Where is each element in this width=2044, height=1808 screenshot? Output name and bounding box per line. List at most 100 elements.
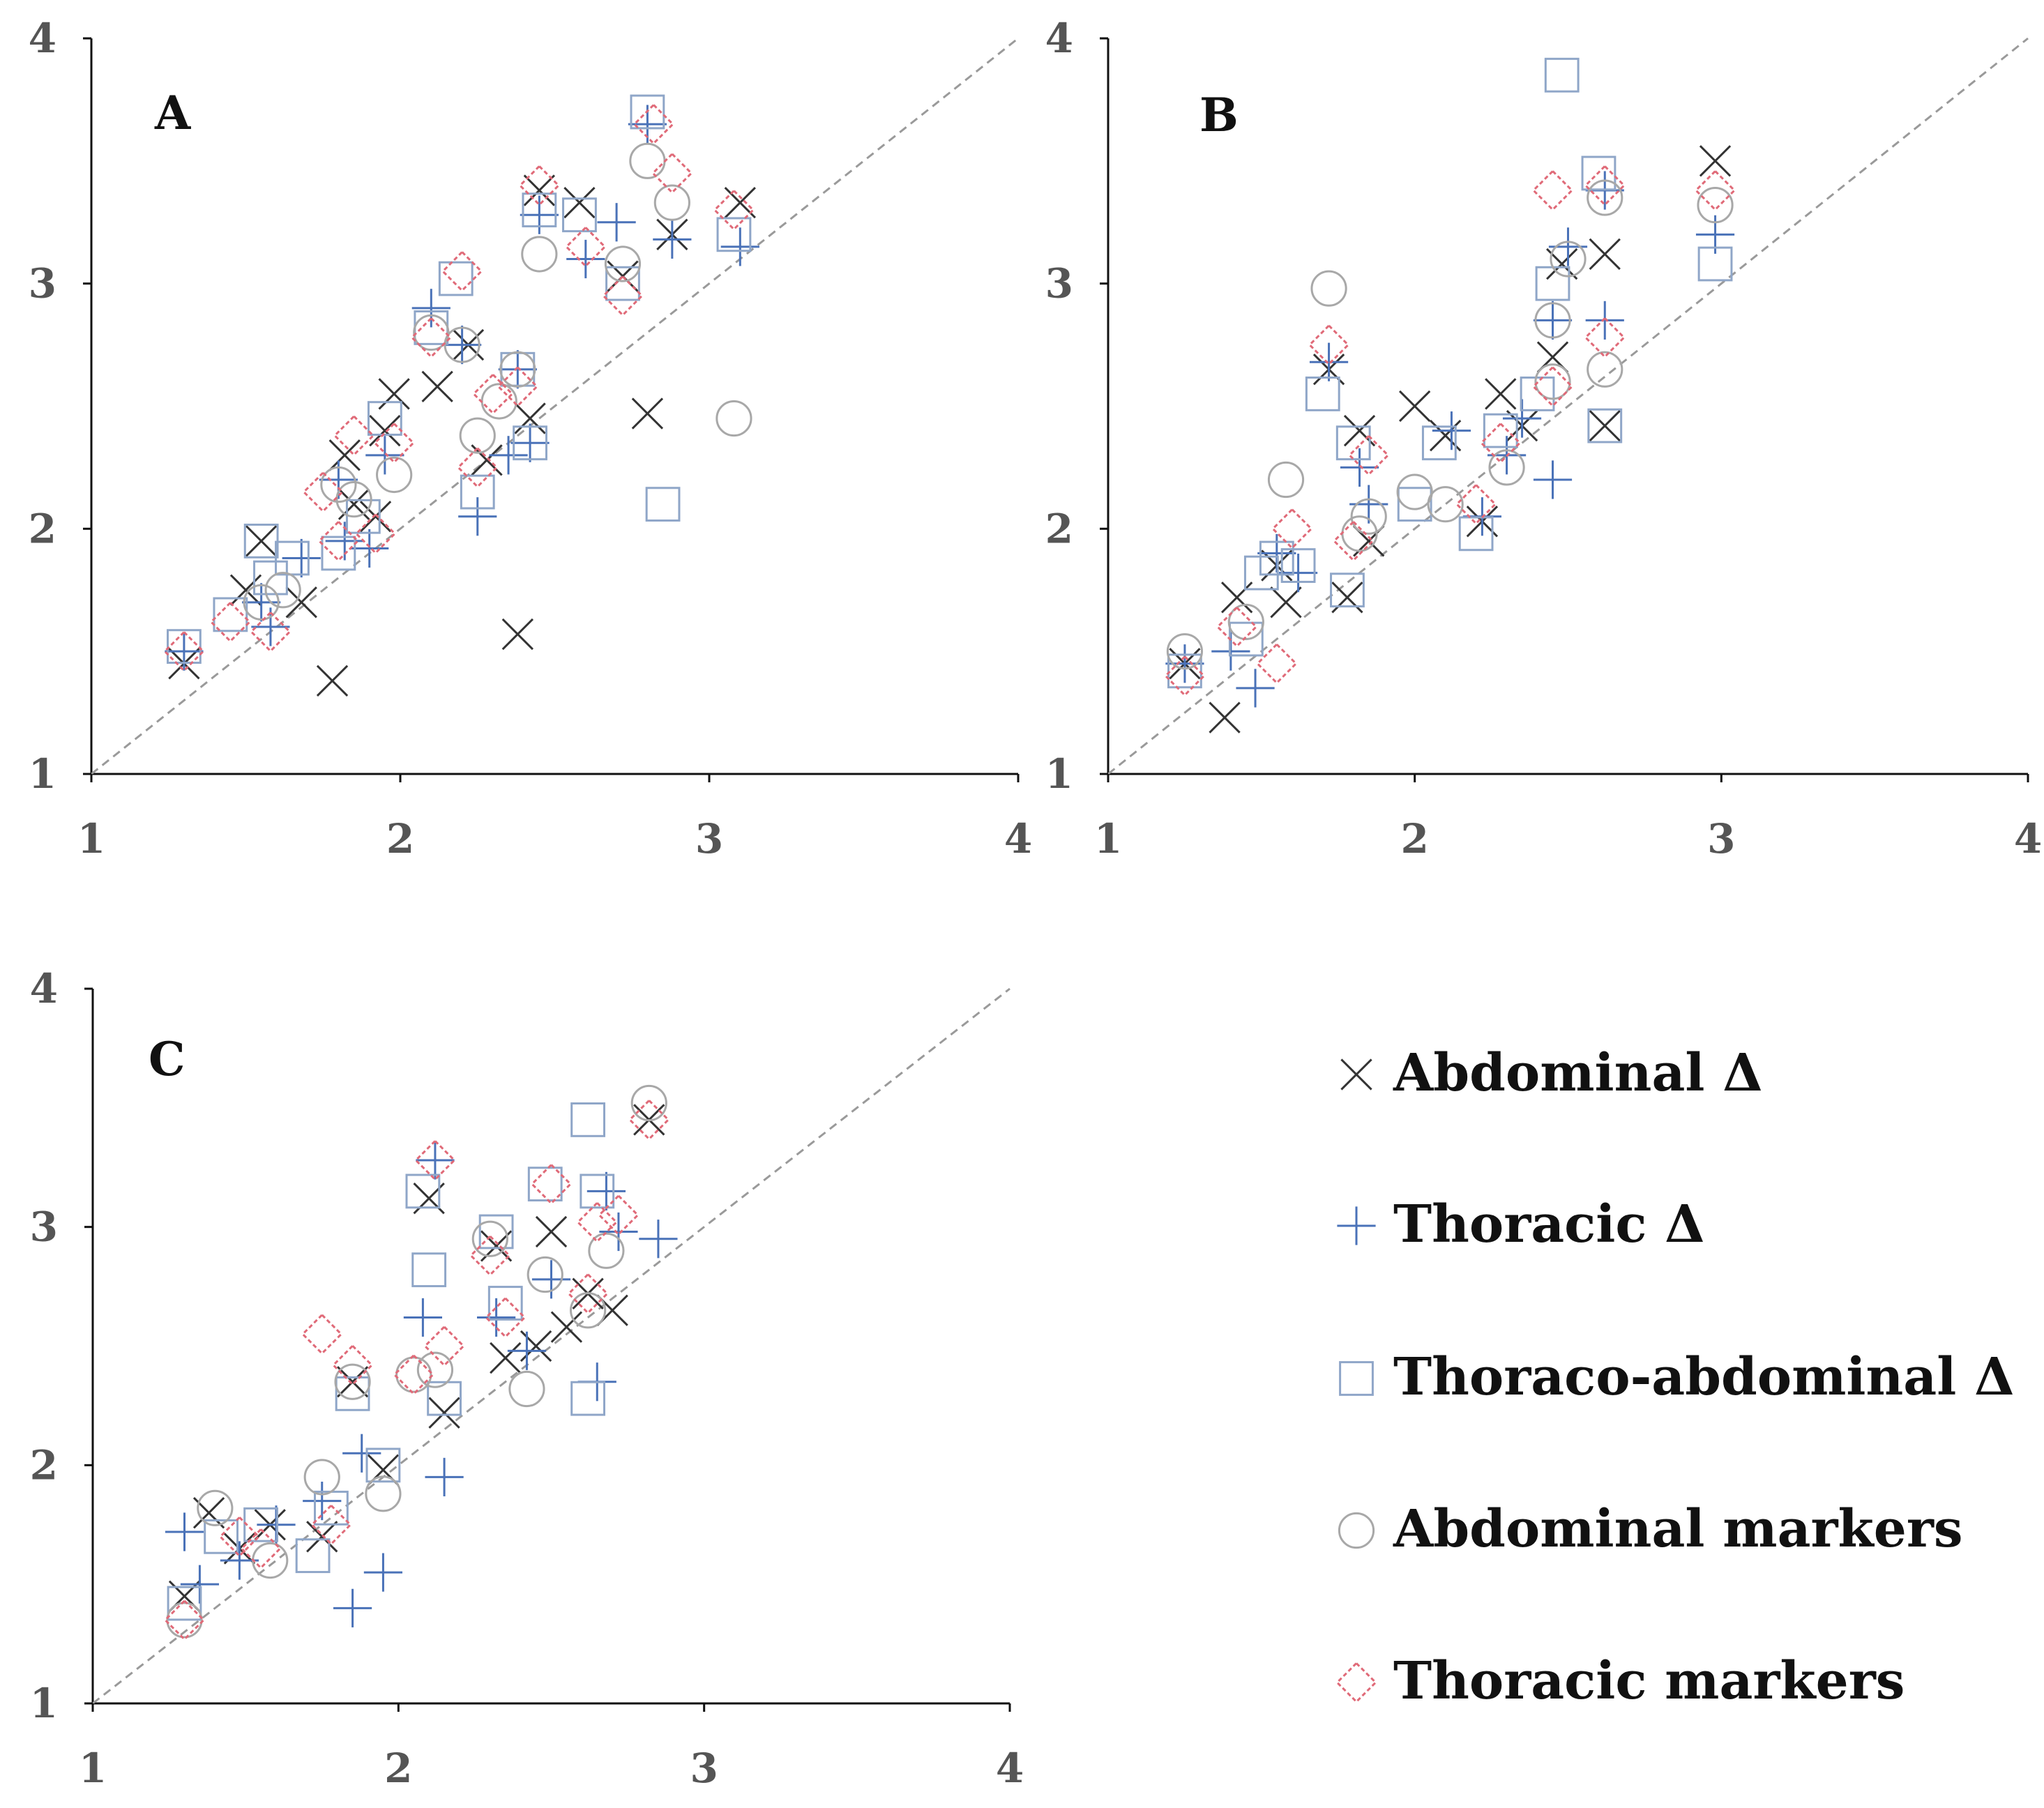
data-point (303, 1481, 342, 1521)
data-point (1227, 603, 1264, 641)
data-point (523, 174, 556, 206)
data-point (333, 1588, 372, 1627)
data-point (518, 165, 561, 206)
data-point (478, 1214, 514, 1249)
data-point (1259, 540, 1294, 576)
data-point (1396, 473, 1433, 510)
data-point (1694, 169, 1736, 211)
data-point (1331, 582, 1363, 614)
data-point (1534, 363, 1571, 400)
y-tick-label: 4 (29, 15, 56, 62)
data-point (1280, 548, 1316, 583)
data-point (477, 1298, 516, 1337)
data-point (586, 1171, 626, 1211)
data-point (1271, 508, 1313, 550)
data-point (604, 245, 642, 282)
series-thoraco-abdominal-delta (167, 1102, 615, 1621)
x-tick-label: 1 (1094, 815, 1122, 863)
data-point (570, 1292, 607, 1329)
data-point (607, 260, 639, 292)
data-point (416, 1351, 454, 1388)
data-point (166, 1602, 203, 1639)
data-point (1589, 238, 1621, 271)
data-point (1333, 520, 1375, 562)
data-point (630, 1084, 667, 1122)
identity-line (91, 37, 1019, 775)
data-point (499, 351, 536, 388)
legend-item-abdominal-delta: Abdominal Δ (1340, 1043, 1763, 1103)
data-point (1584, 165, 1626, 206)
x-tick-label: 3 (695, 815, 723, 863)
data-point (310, 1504, 352, 1546)
data-point (165, 632, 204, 671)
data-point (1488, 449, 1525, 486)
x-tick-label: 2 (386, 815, 414, 863)
panel-label: A (154, 86, 191, 140)
data-point (1697, 246, 1733, 282)
legend-marker (1340, 1058, 1372, 1091)
data-point (469, 1234, 511, 1277)
data-point (460, 474, 495, 510)
data-point (1399, 390, 1431, 423)
x-tick-label: 2 (384, 1745, 412, 1792)
data-point (1164, 655, 1206, 697)
data-point (295, 1538, 331, 1574)
data-point (1308, 324, 1350, 366)
data-point (489, 436, 528, 475)
data-point (633, 103, 674, 145)
data-point (520, 195, 559, 234)
data-point (354, 512, 397, 555)
data-point (350, 529, 389, 568)
data-point (411, 289, 451, 328)
data-point (365, 436, 404, 475)
data-point (1531, 365, 1574, 408)
panel-label: C (149, 1032, 186, 1086)
data-point (1220, 582, 1253, 614)
data-point (535, 1215, 568, 1248)
data-point (630, 94, 665, 130)
data-point (316, 664, 349, 697)
diamond-icon (1335, 1662, 1377, 1703)
data-point (251, 607, 290, 646)
data-point (416, 1141, 455, 1180)
data-point (1310, 270, 1347, 307)
data-point (306, 1521, 338, 1553)
data-point (163, 1599, 206, 1641)
legend-marker (1338, 1512, 1375, 1549)
data-point (373, 422, 415, 464)
data-point (1455, 483, 1497, 525)
data-point (229, 574, 262, 606)
legend-item-abdominal-markers: Abdominal markers (1338, 1499, 1963, 1559)
legend-label: Abdominal markers (1393, 1499, 1963, 1559)
panel-a: A 1 2 3 4 1 2 3 4 (29, 15, 1033, 863)
series-thoracic-markers (163, 1099, 670, 1641)
series-thoracic-markers (163, 103, 755, 672)
data-point (369, 415, 401, 447)
data-point (444, 326, 480, 363)
y-tick-label: 4 (30, 965, 58, 1012)
y-tick-label: 3 (29, 260, 56, 307)
data-point (1589, 409, 1621, 442)
series-thoraco-abdominal-delta (1167, 57, 1733, 689)
data-point (1587, 351, 1623, 388)
data-point (302, 471, 344, 513)
data-point (411, 1252, 447, 1288)
data-point (428, 1397, 460, 1429)
data-point (204, 1519, 239, 1554)
data-point (472, 373, 514, 415)
data-point (1432, 411, 1471, 450)
data-point (713, 189, 755, 231)
data-point (163, 630, 205, 672)
data-point (213, 597, 248, 632)
data-point (507, 1331, 547, 1370)
data-point (331, 1344, 374, 1386)
data-point (425, 1457, 464, 1497)
data-point (1166, 633, 1204, 670)
identity-line (1107, 37, 2029, 775)
data-point (242, 583, 281, 622)
y-tick-label: 1 (1045, 750, 1073, 798)
data-point (167, 629, 202, 664)
x-tick-label: 2 (1400, 815, 1428, 863)
data-point (393, 1353, 434, 1396)
data-point (639, 1220, 678, 1259)
